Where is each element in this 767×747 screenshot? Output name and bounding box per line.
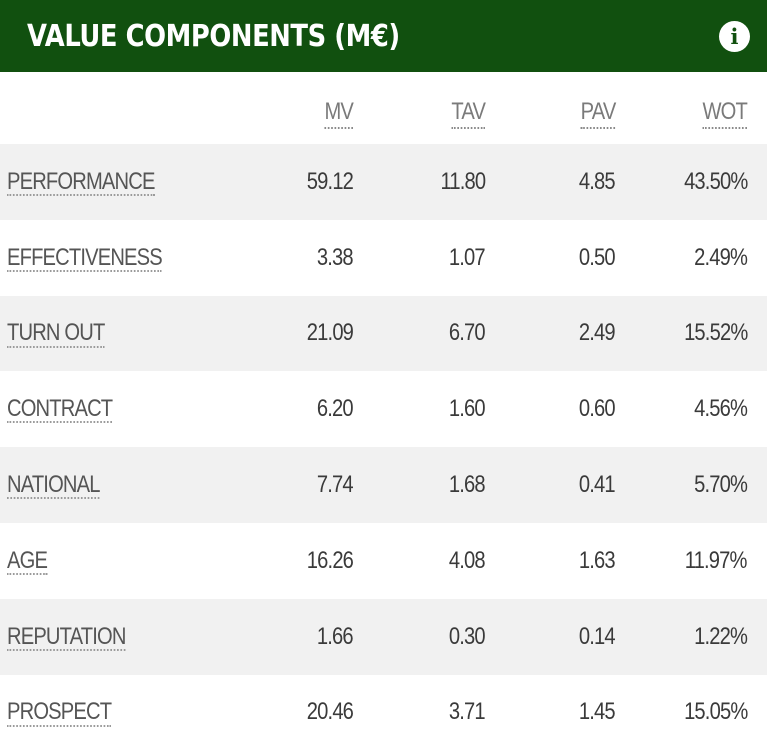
value-components-table: MV TAV PAV WOT PERFORMANCE 59.12 11.80 4.85… — [0, 72, 767, 747]
cell-wot: 2.49% — [694, 243, 748, 271]
cell-tav: 1.60 — [449, 395, 486, 423]
table-row: TURN OUT 21.09 6.70 2.49 15.52% — [0, 295, 767, 372]
cell-tav: 1.68 — [449, 471, 486, 499]
column-header-pav[interactable]: PAV — [485, 98, 616, 129]
table-row: PROSPECT 20.46 3.71 1.45 15.05% — [0, 675, 767, 747]
cell-pav: 1.45 — [579, 698, 616, 726]
row-label[interactable]: NATIONAL — [7, 470, 100, 500]
table-header-row: MV TAV PAV WOT — [0, 72, 767, 144]
info-icon[interactable]: i — [719, 20, 750, 52]
cell-mv: 20.46 — [306, 698, 354, 726]
cell-wot: 43.50% — [683, 167, 748, 195]
row-label[interactable]: PERFORMANCE — [7, 167, 155, 196]
cell-tav: 0.30 — [449, 622, 486, 650]
cell-mv: 3.38 — [317, 243, 354, 271]
cell-mv: 21.09 — [306, 319, 354, 347]
cell-mv: 1.66 — [317, 622, 354, 650]
cell-wot: 15.52% — [683, 319, 748, 347]
cell-wot: 5.70% — [694, 471, 748, 499]
cell-pav: 0.50 — [579, 243, 616, 271]
row-label[interactable]: PROSPECT — [7, 698, 112, 727]
cell-wot: 1.22% — [694, 622, 748, 650]
row-label[interactable]: AGE — [7, 546, 48, 575]
row-label[interactable]: TURN OUT — [7, 319, 105, 348]
cell-tav: 4.08 — [449, 546, 486, 574]
table-row: AGE 16.26 4.08 1.63 11.97% — [0, 523, 767, 599]
table-row: PERFORMANCE 59.12 11.80 4.85 43.50% — [0, 144, 767, 220]
cell-wot: 15.05% — [683, 698, 748, 726]
table-body: PERFORMANCE 59.12 11.80 4.85 43.50% EFFECTIVE… — [0, 144, 767, 747]
table-row: CONTRACT 6.20 1.60 0.60 4.56% — [0, 371, 767, 447]
cell-mv: 6.20 — [317, 395, 354, 423]
row-label[interactable]: CONTRACT — [7, 395, 113, 424]
table-row: NATIONAL 7.74 1.68 0.41 5.70% — [0, 447, 767, 523]
column-header-tav[interactable]: TAV — [353, 98, 486, 129]
panel-title: VALUE COMPONENTS (M€) — [27, 18, 400, 54]
column-header-mv[interactable]: MV — [180, 98, 354, 129]
cell-pav: 0.60 — [579, 395, 616, 423]
table-row: EFFECTIVENESS 3.38 1.07 0.50 2.49% — [0, 220, 767, 296]
cell-tav: 11.80 — [440, 167, 486, 195]
cell-wot: 11.97% — [685, 546, 748, 574]
cell-pav: 0.14 — [579, 622, 616, 650]
panel-header: VALUE COMPONENTS (M€) i — [0, 0, 767, 72]
cell-pav: 2.49 — [579, 319, 616, 347]
cell-mv: 7.74 — [317, 471, 354, 499]
row-label[interactable]: REPUTATION — [7, 622, 126, 651]
cell-mv: 16.26 — [306, 546, 354, 574]
cell-wot: 4.56% — [694, 395, 748, 423]
cell-tav: 1.07 — [449, 243, 486, 271]
cell-mv: 59.12 — [306, 167, 354, 195]
cell-pav: 1.63 — [579, 546, 616, 574]
row-label[interactable]: EFFECTIVENESS — [7, 243, 163, 272]
cell-tav: 6.70 — [449, 319, 486, 347]
table-row: REPUTATION 1.66 0.30 0.14 1.22% — [0, 598, 767, 675]
cell-tav: 3.71 — [449, 698, 486, 726]
column-header-wot[interactable]: WOT — [615, 98, 748, 129]
cell-pav: 0.41 — [579, 471, 616, 499]
cell-pav: 4.85 — [579, 167, 616, 195]
